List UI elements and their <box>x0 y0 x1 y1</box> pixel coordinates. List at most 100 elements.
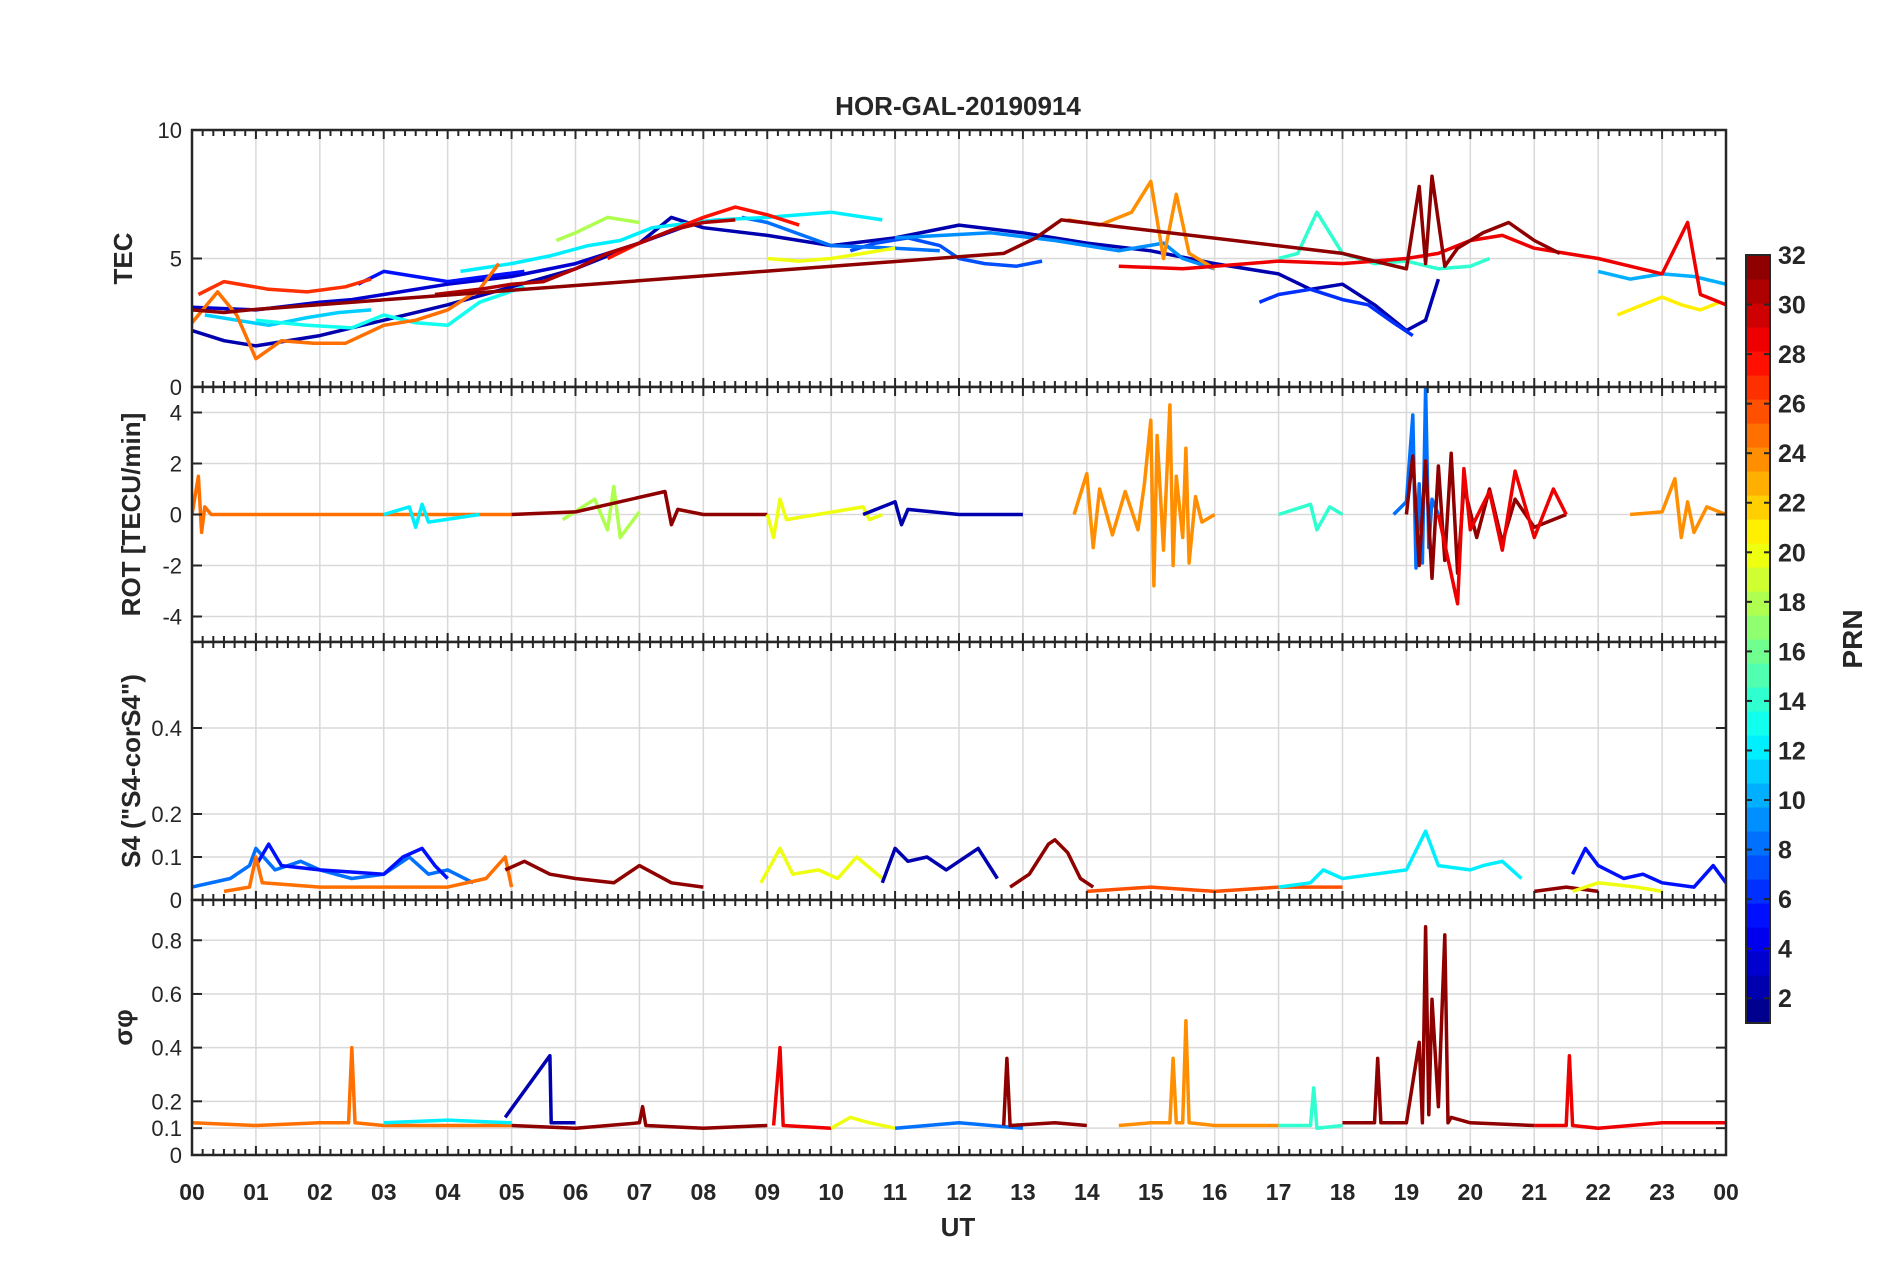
x-tick-label: 10 <box>818 1179 844 1205</box>
series-line-prn-21 <box>1616 295 1721 317</box>
y-axis-label-sigma: σφ <box>108 1009 138 1045</box>
series-line-prn-6 <box>1258 287 1414 338</box>
x-tick-label: 17 <box>1266 1179 1292 1205</box>
series-line-prn-25 <box>223 855 514 894</box>
colorbar-segment <box>1746 495 1770 520</box>
colorbar-segment <box>1746 447 1770 472</box>
colorbar-segment <box>1746 591 1770 616</box>
colorbar-segment <box>1746 375 1770 400</box>
x-tick-label: 08 <box>691 1179 717 1205</box>
series-line-prn-32 <box>1001 1056 1087 1128</box>
colorbar-label: PRN <box>1837 609 1868 668</box>
plot-layer: 0510-4-202400.10.20.400.10.20.40.60.8TEC… <box>108 118 1868 1205</box>
colorbar-tick-label: 26 <box>1778 391 1806 419</box>
series-line-prn-32 <box>504 859 704 889</box>
colorbar-tick-label: 8 <box>1778 837 1792 865</box>
x-tick-label: 15 <box>1138 1179 1164 1205</box>
series-line-prn-5 <box>254 842 449 880</box>
colorbar-segment <box>1746 255 1770 280</box>
series-line-prn-24 <box>1118 1019 1279 1128</box>
x-tick-label: 00 <box>1713 1179 1739 1205</box>
x-tick-label: 19 <box>1394 1179 1420 1205</box>
colorbar-segment <box>1746 975 1770 1000</box>
x-tick-label: 07 <box>627 1179 653 1205</box>
series-line-prn-32 <box>192 174 1561 315</box>
colorbar-segment <box>1746 711 1770 736</box>
series-line-prn-12 <box>383 1118 512 1125</box>
x-tick-label: 04 <box>435 1179 461 1205</box>
series-line-prn-18 <box>555 215 640 243</box>
series-line-prn-5 <box>357 269 525 286</box>
series-line-prn-8 <box>741 215 940 253</box>
x-axis-label: UT <box>941 1212 976 1242</box>
colorbar-segment <box>1746 543 1770 568</box>
colorbar-tick-label: 10 <box>1778 787 1806 815</box>
y-tick-label: 0.2 <box>151 802 182 827</box>
colorbar-segment <box>1746 735 1770 760</box>
colorbar-segment <box>1746 615 1770 640</box>
colorbar-tick-label: 24 <box>1778 440 1806 468</box>
y-tick-label: -4 <box>162 605 182 630</box>
y-tick-label: 0 <box>170 888 182 913</box>
series-line-prn-27 <box>197 277 372 297</box>
y-tick-label: 0.2 <box>151 1089 182 1114</box>
x-tick-label: 12 <box>946 1179 972 1205</box>
series-line-prn-32 <box>511 1104 768 1130</box>
series-group-sigma <box>192 925 1726 1130</box>
series-line-prn-2 <box>862 500 1023 527</box>
series-line-prn-32 <box>511 489 768 527</box>
x-tick-label: 14 <box>1074 1179 1100 1205</box>
x-tick-label: 13 <box>1010 1179 1036 1205</box>
x-tick-label: 22 <box>1585 1179 1611 1205</box>
y-tick-label: 0 <box>170 375 182 400</box>
series-line-prn-14 <box>1278 1086 1343 1130</box>
y-tick-label: 0.4 <box>151 716 182 741</box>
colorbar-tick-label: 22 <box>1778 490 1806 518</box>
colorbar-segment <box>1746 423 1770 448</box>
x-tick-label: 03 <box>371 1179 397 1205</box>
y-axis-label-s4: S4 ("S4-corS4") <box>116 674 146 868</box>
series-line-prn-32 <box>1009 838 1095 889</box>
colorbar-tick-label: 12 <box>1778 737 1806 765</box>
y-tick-label: 4 <box>170 401 182 426</box>
y-tick-label: 0.6 <box>151 982 182 1007</box>
colorbar-segment <box>1746 831 1770 856</box>
series-line-prn-25 <box>192 1045 512 1128</box>
series-line-prn-20 <box>830 1115 896 1130</box>
x-tick-label: 05 <box>499 1179 525 1205</box>
y-tick-label: 0 <box>170 1143 182 1168</box>
y-tick-label: 10 <box>158 118 182 143</box>
series-line-prn-20 <box>759 846 884 884</box>
series-line-prn-20 <box>767 246 896 263</box>
x-tick-label: 16 <box>1202 1179 1228 1205</box>
series-line-prn-31 <box>434 218 736 297</box>
y-tick-label: 2 <box>170 452 182 477</box>
x-tick-label: 01 <box>243 1179 269 1205</box>
series-line-prn-32 <box>1342 925 1535 1128</box>
series-line-prn-18 <box>561 484 641 540</box>
series-line-prn-12 <box>1278 829 1523 889</box>
series-line-prn-29 <box>1436 466 1568 606</box>
colorbar-tick-label: 32 <box>1778 242 1806 270</box>
colorbar-segment <box>1746 855 1770 880</box>
series-line-prn-5 <box>1571 846 1726 889</box>
series-line-prn-12 <box>383 502 480 530</box>
x-tick-label: 21 <box>1521 1179 1547 1205</box>
y-axis-label-rot: ROT [TECU/min] <box>116 413 146 617</box>
series-line-prn-13 <box>255 285 525 330</box>
y-tick-label: 0.8 <box>151 928 182 953</box>
x-tick-label: 02 <box>307 1179 333 1205</box>
panel-s4: 0 0.1 0.2 0.4 <box>151 640 1728 913</box>
colorbar-tick-label: 28 <box>1778 341 1806 369</box>
y-axis-label-tec: TEC <box>108 232 138 284</box>
series-line-prn-24 <box>1067 179 1216 271</box>
colorbar-segment <box>1746 567 1770 592</box>
series-line-prn-29 <box>1118 220 1726 307</box>
y-tick-label: 0.1 <box>151 1116 182 1141</box>
y-tick-label: 0 <box>170 503 182 528</box>
chart-title: HOR-GAL-20190914 <box>835 91 1081 121</box>
series-line-prn-20 <box>1572 881 1663 894</box>
colorbar-segment <box>1746 999 1770 1024</box>
